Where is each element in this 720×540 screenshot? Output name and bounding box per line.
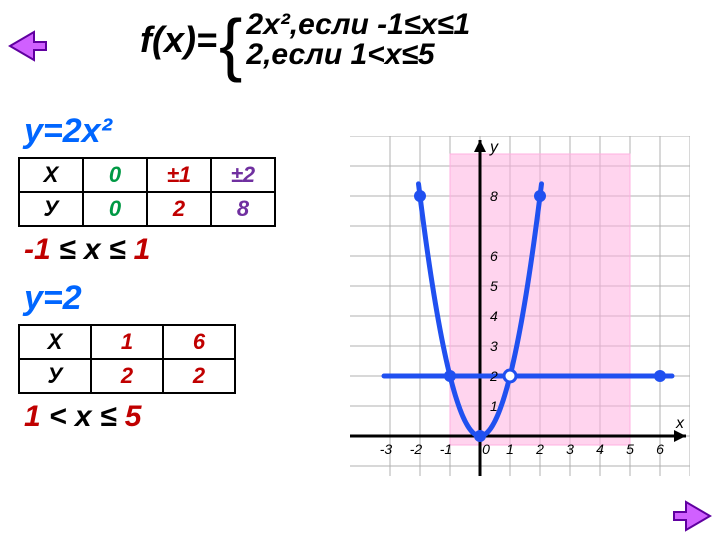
svg-text:6: 6 [490,248,498,264]
svg-text:3: 3 [566,441,574,457]
table-1: Х 0 ±1 ±2 У 0 2 8 [18,157,276,227]
t2-ylabel: У [19,359,91,393]
graph-area: -3-2-101234561234568ху [350,136,690,476]
svg-text:у: у [489,139,499,156]
t1-ylabel: У [19,192,83,226]
t2-xlabel: Х [19,325,91,359]
nav-prev-button[interactable] [6,28,48,64]
svg-text:6: 6 [656,441,664,457]
svg-text:2: 2 [535,441,544,457]
piece-1: 2х²,если -1≤х≤1 [246,10,470,40]
equation-2: у=2 [24,279,344,318]
svg-text:1: 1 [490,398,498,414]
svg-text:х: х [675,415,685,432]
piece-2: 2,если 1<х≤5 [246,40,470,70]
svg-text:8: 8 [490,188,498,204]
svg-text:5: 5 [490,278,498,294]
range-1: -1 ≤ х ≤ 1 [24,233,344,267]
t1-x0: 0 [83,158,147,192]
t1-xlabel: Х [19,158,83,192]
t1-y0: 0 [83,192,147,226]
svg-text:-1: -1 [440,441,452,457]
table-2: Х 1 6 У 2 2 [18,324,236,394]
function-definition: f(х)= { 2х²,если -1≤х≤1 2,если 1<х≤5 [140,10,470,70]
brace: { [219,14,242,74]
range-2: 1 < х ≤ 5 [24,400,344,434]
t2-x1: 6 [163,325,235,359]
svg-text:5: 5 [626,441,634,457]
svg-text:4: 4 [596,441,604,457]
equation-1: у=2х² [24,112,344,151]
svg-text:-2: -2 [410,441,423,457]
svg-text:4: 4 [490,308,498,324]
svg-text:0: 0 [482,441,490,457]
svg-text:-3: -3 [380,441,393,457]
t2-y0: 2 [91,359,163,393]
t2-y1: 2 [163,359,235,393]
nav-next-button[interactable] [672,498,714,534]
t1-y2: 8 [211,192,275,226]
fx-label: f(х)= [140,19,217,61]
svg-text:1: 1 [506,441,514,457]
t2-x0: 1 [91,325,163,359]
svg-text:3: 3 [490,338,498,354]
t1-x2: ±2 [211,158,275,192]
svg-text:2: 2 [489,368,498,384]
t1-y1: 2 [147,192,211,226]
t1-x1: ±1 [147,158,211,192]
